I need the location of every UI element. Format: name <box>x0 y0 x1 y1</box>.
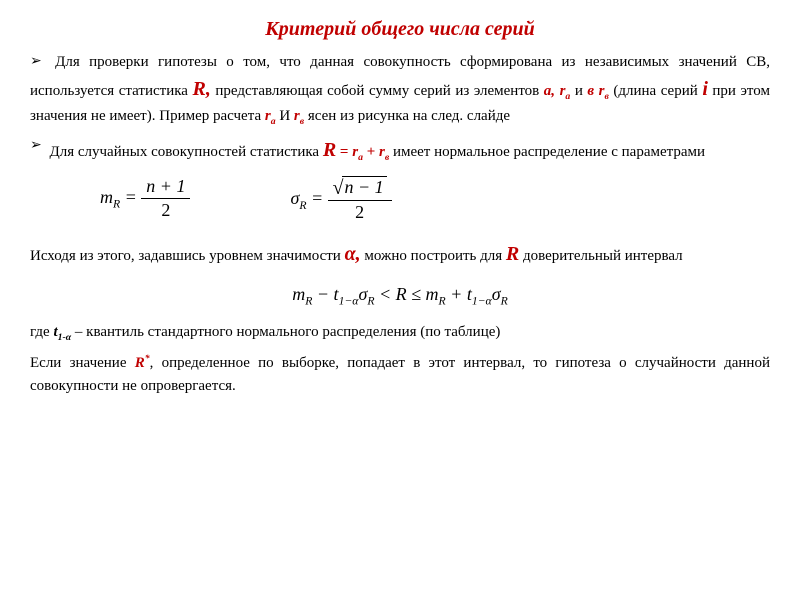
symbol-ra2: ra <box>265 108 276 124</box>
eq-sign: = <box>336 144 352 160</box>
plus-sign: + <box>363 144 379 160</box>
symbol-v-rv: в rв <box>587 83 608 99</box>
p5-text-a: Если значение <box>30 355 135 371</box>
symbol-alpha: α, <box>345 243 361 265</box>
p1-text-c: и <box>570 83 587 99</box>
slide-container: Критерий общего числа серий ➢ Для провер… <box>0 0 800 425</box>
p1-text-d: (длина серий <box>609 83 702 99</box>
p3-text-b: можно построить для <box>361 248 506 264</box>
paragraph-1: ➢ Для проверки гипотезы о том, что данна… <box>30 51 770 129</box>
symbol-Rstar: R* <box>135 355 150 371</box>
p4-text-a: где <box>30 324 53 340</box>
p3-text-a: Исходя из этого, задавшись уровнем значи… <box>30 248 345 264</box>
formula-row-params: mR = n + 12 σR = n − 12 <box>30 176 770 224</box>
symbol-rv2: rв <box>294 108 304 124</box>
symbol-t: t1-α <box>53 324 71 340</box>
slide-title: Критерий общего числа серий <box>30 18 770 41</box>
symbol-R2: R <box>323 139 336 161</box>
symbol-rv3: rв <box>379 144 389 160</box>
bullet-icon: ➢ <box>30 135 42 157</box>
formula-confidence-interval: mR − t1−ασR < R ≤ mR + t1−ασR <box>30 284 770 308</box>
symbol-R3: R <box>506 243 519 265</box>
paragraph-2: ➢ Для случайных совокупностей статистика… <box>30 135 770 166</box>
paragraph-4: где t1-α – квантиль стандартного нормаль… <box>30 321 770 345</box>
symbol-R: R, <box>192 78 210 100</box>
paragraph-5: Если значение R*, определенное по выборк… <box>30 351 770 399</box>
paragraph-3: Исходя из этого, задавшись уровнем значи… <box>30 239 770 270</box>
p3-text-c: доверительный интервал <box>519 248 682 264</box>
symbol-ra3: ra <box>352 144 363 160</box>
p1-text-f: И <box>276 108 294 124</box>
p1-text-b: представляющая собой сумму серий из элем… <box>211 83 544 99</box>
p4-text-b: – квантиль стандартного нормального расп… <box>71 324 500 340</box>
symbol-a-ra: a, ra <box>544 83 571 99</box>
formula-sigmaR: σR = n − 12 <box>290 176 391 224</box>
p2-text-a: Для случайных совокупностей статистика <box>49 144 322 160</box>
bullet-icon: ➢ <box>30 51 42 73</box>
p2-text-b: имеет нормальное распределение с парамет… <box>389 144 705 160</box>
formula-mR: mR = n + 12 <box>100 176 190 224</box>
p1-text-g: ясен из рисунка на след. слайде <box>304 108 510 124</box>
